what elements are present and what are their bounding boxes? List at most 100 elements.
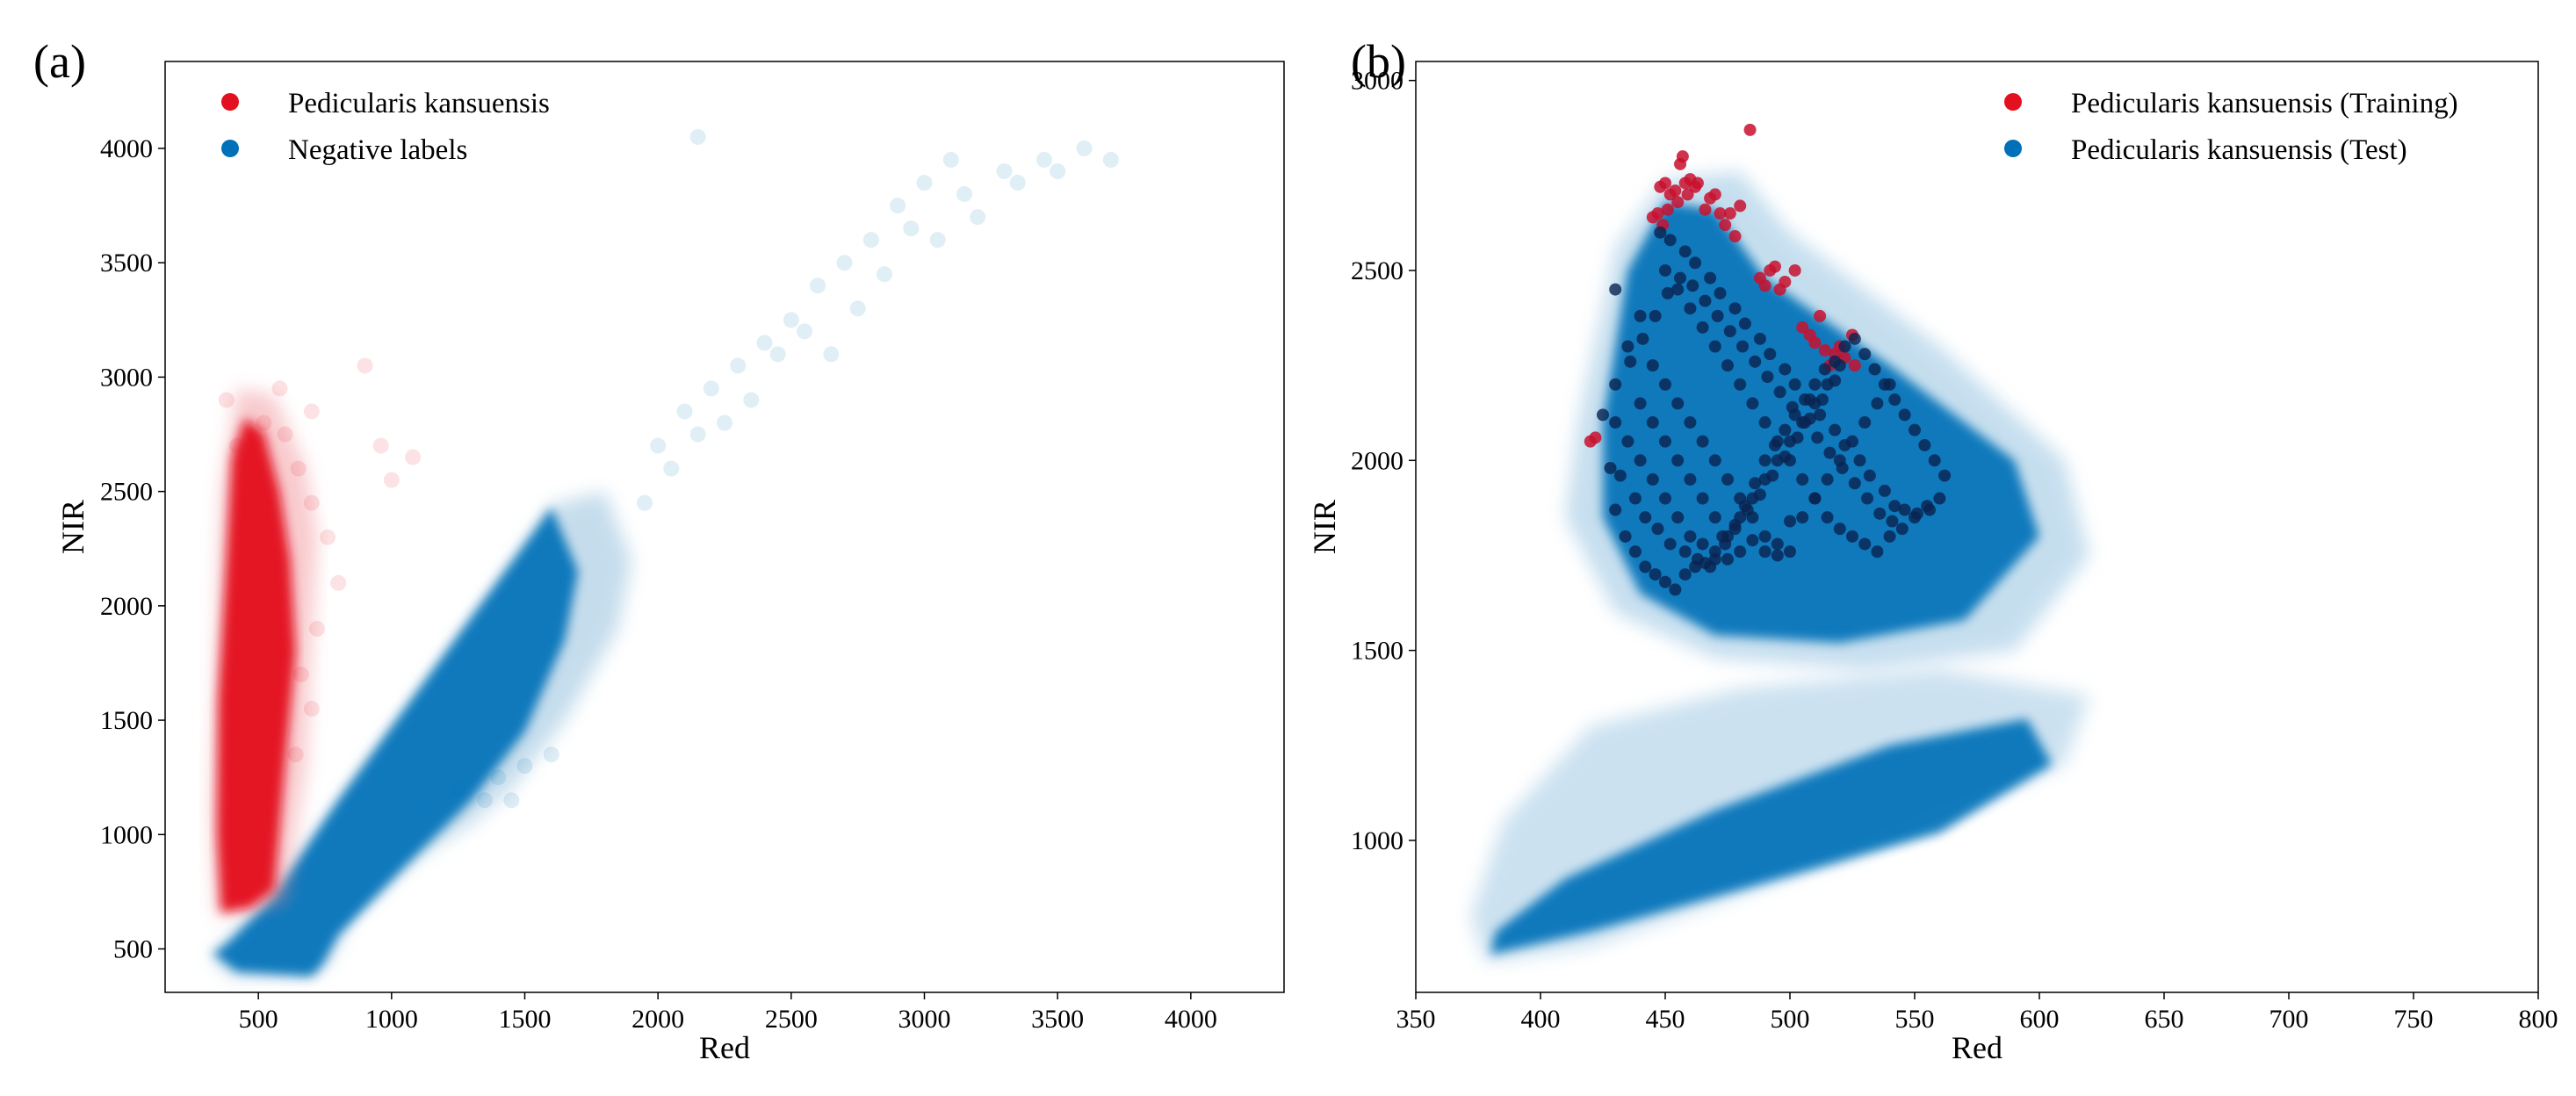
data-point — [1659, 263, 1671, 277]
data-point — [703, 380, 719, 397]
data-point — [1102, 151, 1119, 168]
panel-a: (a) 500 1000 1500 2000 2500 3000 3500 4000 500 1… — [33, 35, 1285, 1065]
data-point — [1719, 537, 1732, 551]
x-tick-label: 800 — [2519, 1005, 2558, 1034]
data-point — [516, 758, 533, 775]
data-point — [890, 198, 906, 214]
data-point — [650, 437, 667, 454]
data-point — [1871, 545, 1884, 559]
data-point — [1734, 378, 1747, 391]
y-tick-label: 4000 — [100, 134, 153, 163]
data-point — [1848, 477, 1861, 490]
data-point — [1838, 438, 1851, 451]
x-tick-label: 3000 — [898, 1005, 951, 1034]
data-point — [287, 746, 304, 763]
legend-a-label-1: Negative labels — [288, 134, 467, 166]
data-point — [1938, 469, 1952, 482]
x-tick-label: 450 — [1646, 1005, 1685, 1034]
data-point — [903, 220, 920, 237]
data-point — [1684, 472, 1697, 486]
data-point — [1836, 461, 1849, 474]
data-point — [1646, 359, 1659, 372]
data-point — [836, 255, 853, 271]
data-point — [303, 403, 320, 420]
data-point — [1696, 492, 1709, 505]
x-tick-label: 500 — [239, 1005, 278, 1034]
data-point — [1858, 348, 1872, 361]
data-point — [1910, 507, 1923, 520]
data-point — [1873, 507, 1887, 520]
legend-b-marker-0 — [2004, 93, 2022, 111]
x-tick-label: 3500 — [1031, 1005, 1084, 1034]
legend-a-marker-1 — [221, 140, 239, 157]
data-point — [1076, 140, 1093, 156]
x-tick-label: 350 — [1396, 1005, 1436, 1034]
data-point — [1858, 416, 1872, 429]
data-point — [1788, 378, 1801, 391]
data-point — [1649, 568, 1662, 581]
data-point — [1753, 332, 1766, 345]
data-point — [1699, 203, 1712, 216]
data-point — [256, 415, 272, 431]
data-point — [1609, 503, 1622, 516]
data-point — [1799, 416, 1812, 429]
data-point — [1808, 492, 1822, 505]
data-point — [1858, 537, 1872, 551]
data-point — [1696, 537, 1709, 551]
data-point — [1663, 537, 1677, 551]
data-point — [1918, 438, 1931, 451]
data-point — [303, 494, 320, 511]
legend-a-label-0: Pedicularis kansuensis — [288, 88, 550, 119]
panel-a-x-ticks: 500 1000 1500 2000 2500 3000 3500 4000 — [239, 992, 1217, 1034]
test-lower-cluster — [1490, 718, 2053, 955]
data-point — [303, 701, 320, 717]
data-point — [1821, 472, 1834, 486]
data-point — [1818, 343, 1831, 357]
data-point — [1634, 309, 1647, 322]
data-point — [1853, 454, 1866, 467]
data-point — [277, 426, 293, 443]
data-point — [1818, 363, 1831, 376]
panel-a-y-axis-label: NIR — [55, 500, 90, 554]
data-point — [1721, 359, 1734, 372]
data-point — [996, 163, 1013, 180]
data-point — [1708, 340, 1721, 353]
data-point — [1928, 454, 1941, 467]
data-point — [1808, 378, 1822, 391]
legend-b-label-0: Pedicularis kansuensis (Training) — [2071, 88, 2458, 119]
data-point — [372, 437, 389, 454]
data-point — [1829, 423, 1842, 436]
data-point — [330, 574, 347, 591]
data-point — [1676, 150, 1689, 163]
data-point — [1624, 355, 1637, 368]
data-point — [1696, 435, 1709, 448]
data-point — [450, 781, 466, 797]
panel-b-y-ticks: 1000 1500 2000 2500 3000 — [1351, 67, 1416, 855]
data-point — [1898, 408, 1911, 422]
data-point — [1811, 431, 1824, 444]
data-point — [783, 312, 799, 328]
y-tick-label: 2500 — [100, 478, 153, 507]
y-tick-label: 2500 — [1351, 256, 1403, 285]
data-point — [1721, 472, 1734, 486]
data-point — [271, 380, 288, 397]
data-point — [1696, 321, 1709, 334]
panel-b-x-axis-label: Red — [1952, 1030, 2002, 1065]
legend-b-label-1: Pedicularis kansuensis (Test) — [2071, 134, 2407, 166]
data-point — [1738, 317, 1751, 330]
data-point — [1814, 408, 1827, 422]
data-point — [1868, 363, 1881, 376]
data-point — [228, 437, 245, 454]
data-point — [1681, 188, 1694, 201]
data-point — [1050, 163, 1066, 180]
data-point — [357, 357, 373, 374]
data-point — [1883, 530, 1896, 543]
x-tick-label: 2500 — [765, 1005, 818, 1034]
data-point — [929, 232, 946, 249]
data-point — [1659, 177, 1671, 190]
data-point — [717, 415, 732, 431]
data-point — [1723, 207, 1736, 220]
data-point — [1689, 560, 1702, 573]
y-tick-label: 3000 — [100, 363, 153, 392]
